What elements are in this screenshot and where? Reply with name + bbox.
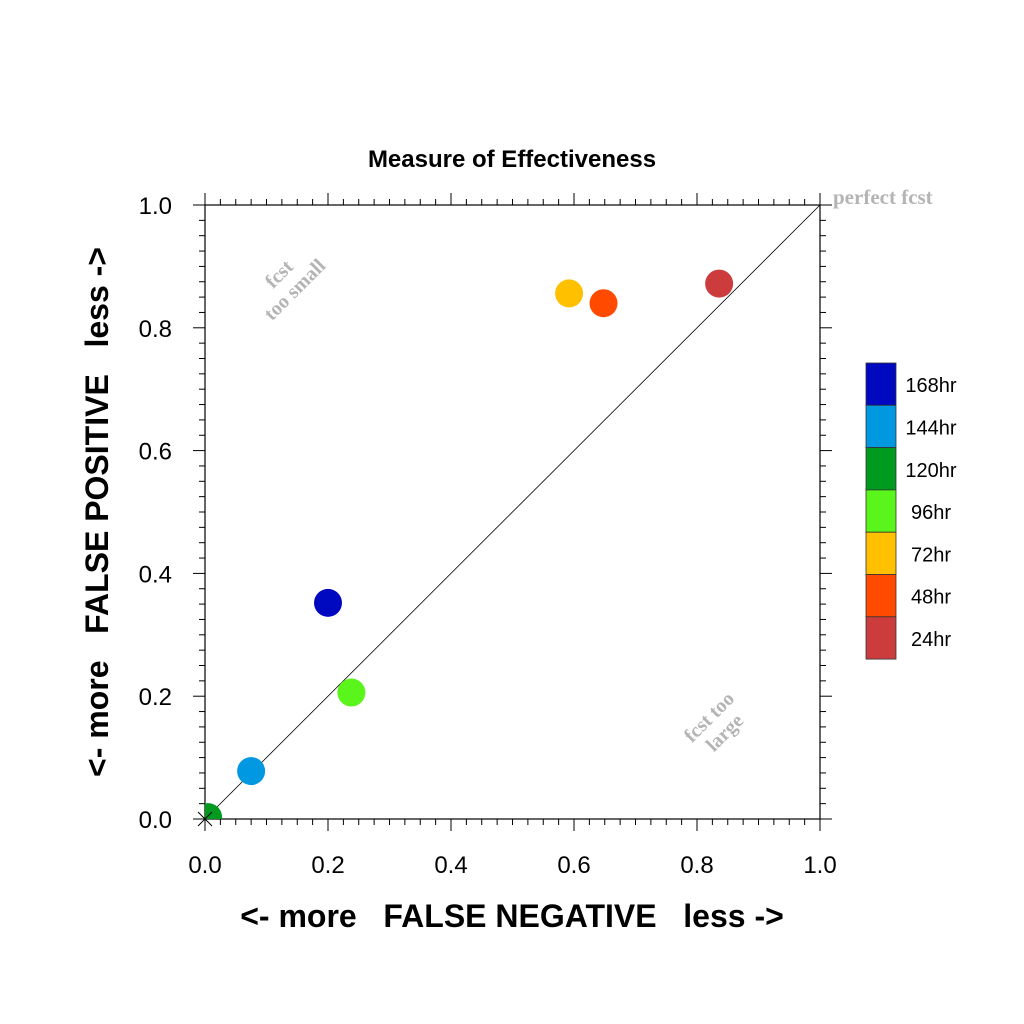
minor-tick xyxy=(199,199,826,825)
legend-label-72hr: 72hr xyxy=(911,544,951,566)
minor-tick xyxy=(199,199,826,825)
minor-tick xyxy=(199,199,826,825)
minor-tick xyxy=(199,199,826,825)
y-tick-label: 0.0 xyxy=(139,807,172,834)
major-tick xyxy=(193,193,832,831)
minor-tick xyxy=(199,199,826,825)
minor-tick xyxy=(199,199,826,825)
origin-marker xyxy=(197,811,213,827)
minor-tick xyxy=(199,199,826,825)
data-point-168hr xyxy=(314,588,342,617)
legend-swatch-168hr xyxy=(865,362,897,406)
minor-tick xyxy=(199,199,826,825)
minor-tick xyxy=(199,199,826,825)
legend-swatch-48hr xyxy=(865,574,897,618)
minor-tick xyxy=(199,199,826,825)
minor-tick xyxy=(199,199,826,825)
minor-tick xyxy=(199,199,826,825)
major-tick xyxy=(193,193,832,831)
minor-tick xyxy=(199,199,826,825)
minor-tick xyxy=(199,199,826,825)
minor-tick xyxy=(199,199,826,825)
y-tick-label: 1.0 xyxy=(139,193,172,220)
minor-tick xyxy=(199,199,826,825)
y-tick-label: 0.2 xyxy=(139,684,172,711)
points-group xyxy=(205,269,734,819)
diagonal-line xyxy=(204,204,821,820)
legend-label-24hr: 24hr xyxy=(911,629,951,651)
minor-tick xyxy=(199,199,826,825)
legend-label-48hr: 48hr xyxy=(911,587,951,609)
x-tick-label: 0.8 xyxy=(680,852,713,879)
legend-label-168hr: 168hr xyxy=(905,375,956,397)
minor-tick xyxy=(199,199,826,825)
annotation-perfect-fcst: perfect fcst xyxy=(833,185,933,209)
minor-tick xyxy=(199,199,826,825)
major-tick xyxy=(193,193,832,831)
minor-tick xyxy=(199,199,826,825)
minor-tick xyxy=(199,199,826,825)
y-tick-label: 0.6 xyxy=(139,439,172,466)
minor-tick xyxy=(199,199,826,825)
minor-tick xyxy=(199,199,826,825)
data-point-24hr xyxy=(705,269,734,298)
major-tick xyxy=(193,193,832,831)
minor-tick xyxy=(199,199,826,825)
minor-tick xyxy=(199,199,826,825)
minor-tick xyxy=(199,199,826,825)
minor-tick xyxy=(199,199,826,825)
major-tick xyxy=(193,193,832,831)
chart-title: Measure of Effectiveness xyxy=(368,146,656,173)
annotation-fcst-too-small-2: too small xyxy=(260,255,330,325)
minor-tick xyxy=(199,199,826,825)
major-tick xyxy=(193,193,832,831)
data-point-120hr xyxy=(205,803,223,819)
y-tick-label: 0.4 xyxy=(139,561,172,588)
legend-label-144hr: 144hr xyxy=(905,417,956,439)
x-tick-label: 1.0 xyxy=(803,852,836,879)
legend-swatch-72hr xyxy=(865,531,897,575)
data-point-48hr xyxy=(589,289,618,318)
x-axis-label: <- more FALSE NEGATIVE less -> xyxy=(240,898,784,934)
minor-tick xyxy=(199,199,826,825)
y-tick-label: 0.8 xyxy=(139,316,172,343)
legend-swatch-144hr xyxy=(865,404,897,448)
minor-tick xyxy=(199,199,826,825)
minor-tick xyxy=(199,199,826,825)
y-axis-label: <- more FALSE POSITIVE less -> xyxy=(79,247,115,777)
data-point-144hr xyxy=(237,757,266,786)
legend-label-120hr: 120hr xyxy=(905,460,956,482)
data-point-96hr xyxy=(337,678,366,707)
minor-tick xyxy=(199,199,826,825)
data-point-72hr xyxy=(555,279,584,308)
legend-label-96hr: 96hr xyxy=(911,502,951,524)
x-tick-label: 0.6 xyxy=(557,852,590,879)
legend-swatch-120hr xyxy=(865,447,897,491)
minor-tick xyxy=(199,199,826,825)
legend-swatch-24hr xyxy=(865,616,897,660)
minor-tick xyxy=(199,199,826,825)
x-tick-label: 0.0 xyxy=(188,852,221,879)
x-tick-label: 0.4 xyxy=(434,852,467,879)
x-tick-label: 0.2 xyxy=(311,852,344,879)
minor-tick xyxy=(199,199,826,825)
legend-swatch-96hr xyxy=(865,489,897,533)
